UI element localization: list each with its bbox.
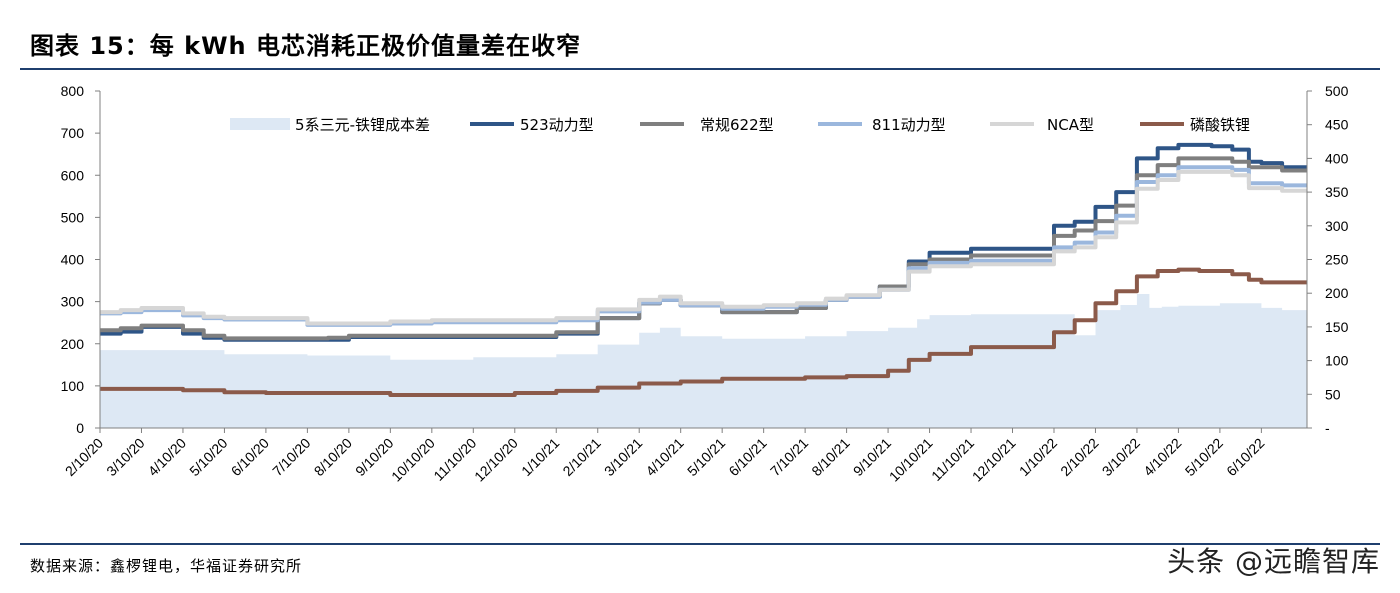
x-tick-label: 8/10/21 <box>808 435 852 479</box>
x-tick-label: 4/10/21 <box>642 435 686 479</box>
x-tick-label: 1/10/21 <box>518 435 562 479</box>
x-tick-label: 5/10/21 <box>684 435 728 479</box>
legend-label: 磷酸铁锂 <box>1190 116 1250 134</box>
legend-item: 811动力型 <box>818 116 946 134</box>
y-right-tick-label: 150 <box>1325 319 1349 335</box>
line-series-4 <box>100 169 1307 326</box>
x-tick-label: 10/10/21 <box>886 435 936 485</box>
legend-label: 523动力型 <box>520 116 594 134</box>
y-left-tick-label: 400 <box>61 252 85 268</box>
legend-item: 523动力型 <box>470 116 594 134</box>
y-right-tick-label: 200 <box>1325 285 1349 301</box>
legend-item: 常规622型 <box>640 116 774 134</box>
x-tick-label: 2/10/21 <box>560 435 604 479</box>
y-right-tick-label: 250 <box>1325 252 1349 268</box>
legend-item: NCA型 <box>990 116 1094 134</box>
x-tick-label: 6/10/21 <box>725 435 769 479</box>
x-tick-label: 10/10/20 <box>388 435 438 485</box>
watermark: 头条 @远瞻智库 <box>1167 545 1380 578</box>
y-left-tick-label: 0 <box>76 420 84 436</box>
x-tick-label: 4/10/20 <box>145 435 189 479</box>
y-right-tick-label: 50 <box>1325 386 1341 402</box>
x-tick-label: 6/10/22 <box>1223 435 1267 479</box>
x-tick-label: 7/10/20 <box>269 435 313 479</box>
y-right-tick-label: 300 <box>1325 218 1349 234</box>
y-left-tick-label: 300 <box>61 294 85 310</box>
x-tick-label: 11/10/20 <box>430 435 479 484</box>
x-tick-label: 2/10/20 <box>62 435 106 479</box>
y-right-tick-label: - <box>1325 420 1330 436</box>
x-tick-label: 3/10/20 <box>103 435 147 479</box>
x-tick-label: 5/10/20 <box>186 435 230 479</box>
area-layer <box>100 294 1307 428</box>
y-left-tick-label: 600 <box>61 167 85 183</box>
area-series-cost-gap <box>100 294 1307 428</box>
x-tick-label: 3/10/21 <box>601 435 645 479</box>
legend: 5系三元-铁锂成本差 523动力型 常规622型 811动力型 NCA型 磷酸铁锂 <box>230 116 1250 134</box>
legend-swatch <box>230 118 290 130</box>
x-tick-label: 2/10/22 <box>1057 435 1101 479</box>
legend-label: NCA型 <box>1047 116 1094 134</box>
x-tick-label: 1/10/22 <box>1016 435 1060 479</box>
legend-label: 811动力型 <box>872 116 946 134</box>
legend-item: 磷酸铁锂 <box>1140 116 1250 134</box>
legend-item: 5系三元-铁锂成本差 <box>230 116 430 134</box>
x-tick-label: 6/10/20 <box>228 435 272 479</box>
x-tick-label: 12/10/20 <box>471 435 521 485</box>
y-right-tick-label: 100 <box>1325 353 1349 369</box>
x-tick-label: 11/10/21 <box>928 435 977 484</box>
top-divider <box>20 68 1380 70</box>
y-left-tick-label: 800 <box>61 83 85 99</box>
x-tick-label: 5/10/22 <box>1182 435 1226 479</box>
x-tick-label: 4/10/22 <box>1140 435 1184 479</box>
y-left-tick-label: 200 <box>61 336 85 352</box>
legend-label: 常规622型 <box>700 116 774 134</box>
x-tick-label: 8/10/20 <box>311 435 355 479</box>
legend-label: 5系三元-铁锂成本差 <box>295 116 430 134</box>
line-series-5 <box>100 267 1307 397</box>
figure-title: 图表 15：每 kWh 电芯消耗正极价值量差在收窄 <box>30 32 581 60</box>
line-area-chart: 0 100 200 300 400 500 600 700 800 - 50 100 150 200 250… <box>61 83 1349 485</box>
y-right-tick-label: 400 <box>1325 150 1349 166</box>
lines-layer <box>100 142 1307 397</box>
source-note: 数据来源：鑫椤锂电，华福证券研究所 <box>30 557 303 575</box>
y-left-tick-label: 700 <box>61 125 85 141</box>
y-right-tick-label: 350 <box>1325 184 1349 200</box>
y-right-tick-label: 450 <box>1325 117 1349 133</box>
x-tick-label: 12/10/21 <box>969 435 1019 485</box>
y-left-tick-label: 500 <box>61 209 85 225</box>
bottom-divider <box>20 543 1380 545</box>
x-tick-label: 7/10/21 <box>767 435 811 479</box>
y-right-tick-label: 500 <box>1325 83 1349 99</box>
y-left-tick-label: 100 <box>61 378 85 394</box>
x-tick-label: 3/10/22 <box>1099 435 1143 479</box>
